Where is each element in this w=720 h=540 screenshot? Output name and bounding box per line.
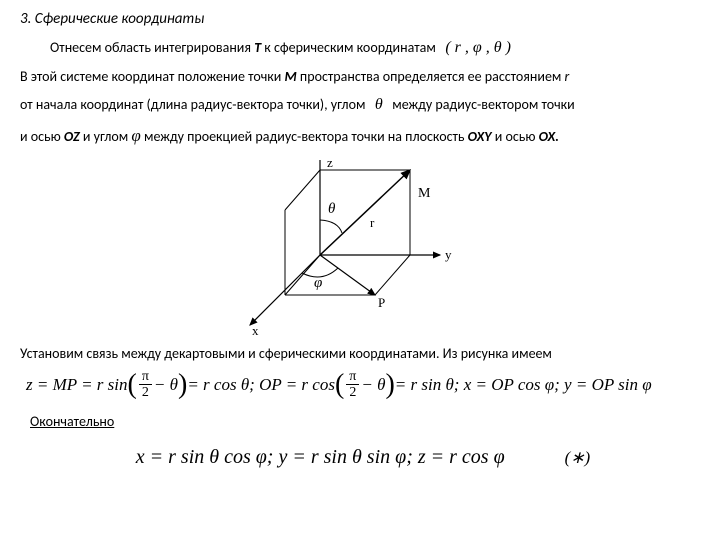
f1-eq1: = r cos θ; OP = r cos: [187, 375, 335, 395]
label-P: P: [378, 295, 385, 310]
p1-text-b: к сферическим координатам: [261, 39, 436, 56]
label-z: z: [327, 155, 333, 170]
minus-theta2: − θ: [361, 375, 385, 395]
star-label: (∗): [565, 448, 591, 468]
lparen2: (: [335, 374, 344, 396]
p3-a: от начала координат (длина радиус-вектор…: [20, 96, 365, 113]
p4-a: и осью: [20, 128, 64, 145]
label-y: y: [445, 247, 452, 262]
frac2-den: 2: [346, 385, 359, 402]
paragraph-4: и осью OZ и углом φ между проекцией ради…: [20, 123, 700, 149]
p4-c: между проекцией радиус-вектора точки на …: [141, 128, 468, 145]
rparen2: ): [385, 374, 394, 396]
label-x: x: [252, 323, 259, 335]
p4-OXY: OXY: [468, 128, 492, 145]
p3-b: между радиус-вектором точки: [392, 96, 574, 113]
label-theta: θ: [328, 201, 336, 217]
p2-M: M: [285, 68, 297, 85]
diagram-container: z x y M P r θ φ: [20, 155, 700, 335]
frac1-num: π: [139, 370, 152, 385]
lparen1: (: [128, 374, 137, 396]
frac2-num: π: [346, 370, 359, 385]
formula-derivation: z = MP = r sin ( π 2 − θ ) = r cos θ; OP…: [20, 370, 700, 402]
p1-text-a: Отнесем область интегрирования: [50, 39, 254, 56]
label-phi: φ: [314, 275, 322, 291]
label-M: M: [418, 186, 431, 201]
paragraph-2: В этой системе координат положение точки…: [20, 66, 700, 87]
minus-theta1: − θ: [154, 375, 178, 395]
f1-eq2: = r sin θ; x = OP cos φ; y = OP sin φ: [395, 375, 652, 395]
spherical-diagram: z x y M P r θ φ: [230, 155, 490, 335]
paragraph-5: Установим связь между декартовыми и сфер…: [20, 343, 700, 364]
label-r: r: [370, 215, 375, 230]
p4-OX: OX.: [539, 128, 559, 145]
formula-final-row: x = r sin θ cos φ; y = r sin θ sin φ; z …: [20, 446, 700, 469]
p4-OZ: OZ: [64, 128, 80, 145]
section-heading: 3. Сферические координаты: [20, 10, 700, 28]
rparen1: ): [178, 374, 187, 396]
frac1-den: 2: [139, 385, 152, 402]
okonchatelno: Окончательно: [20, 411, 700, 432]
p3-theta: θ: [375, 96, 383, 113]
p2-b: пространства определяется ее расстоянием: [297, 68, 565, 85]
coord-tuple: ( r , φ , θ ): [445, 39, 511, 56]
frac1: π 2: [139, 370, 152, 402]
f1-left: z = MP = r sin: [26, 375, 128, 395]
p4-b: и углом: [80, 128, 132, 145]
p2-r: r: [564, 68, 569, 85]
p2-a: В этой системе координат положение точки: [20, 68, 285, 85]
okon-text: Окончательно: [30, 413, 114, 430]
formula-final: x = r sin θ cos φ; y = r sin θ sin φ; z …: [136, 446, 505, 469]
paragraph-1: Отнесем область интегрирования T к сфери…: [20, 36, 700, 60]
paragraph-3: от начала координат (длина радиус-вектор…: [20, 93, 700, 117]
p4-phi: φ: [131, 126, 140, 145]
p4-d: и осью: [492, 128, 539, 145]
frac2: π 2: [346, 370, 359, 402]
